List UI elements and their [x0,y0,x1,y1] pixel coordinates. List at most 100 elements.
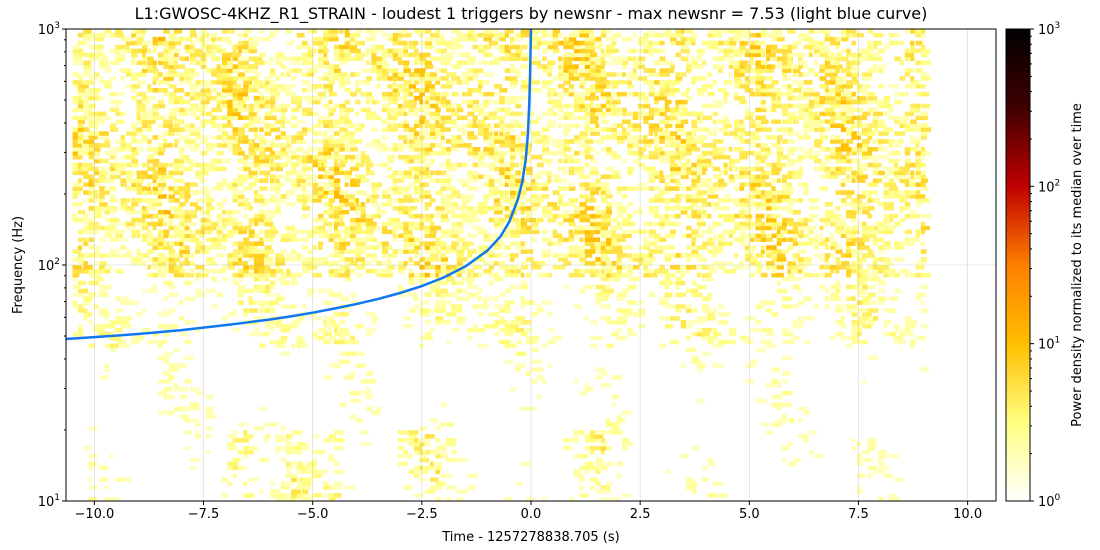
heat-cell [77,257,85,262]
heat-cell [536,115,542,121]
heat-cell [152,107,159,113]
heat-cell [718,237,726,242]
heat-cell [93,182,100,187]
heat-cell [83,162,94,168]
heat-cell [584,119,594,124]
heat-cell [872,241,879,246]
heat-cell [99,80,107,85]
heat-cell [846,91,854,97]
heat-cell [72,249,82,254]
heat-cell [776,95,781,101]
heat-cell [483,237,494,242]
heat-cell [253,327,260,333]
heat-cell [88,245,99,250]
heat-cell [333,253,343,258]
heat-cell [296,174,303,180]
heat-cell [542,253,551,258]
heat-cell [744,115,753,121]
heat-cell [216,182,227,187]
heat-cell [339,296,350,301]
heat-cell [798,107,806,113]
heat-cell [798,103,805,109]
heat-cell [510,158,515,164]
heat-cell [333,221,345,227]
heat-cell [403,261,408,266]
heat-cell [611,237,622,242]
heat-cell [616,213,624,219]
heat-cell [408,268,414,274]
heat-cell [483,127,490,132]
heat-cell [856,339,865,345]
heat-cell [216,123,221,128]
heat-cell [435,308,446,313]
heat-cell [499,131,504,136]
heat-cell [798,198,803,203]
heat-cell [184,217,192,223]
heat-cell [205,198,215,203]
heat-cell [157,410,169,416]
heat-cell [419,198,424,203]
heat-cell [72,268,82,274]
heat-cell [269,233,274,239]
heat-cell [339,107,349,113]
heat-cell [606,304,611,309]
heat-cell [675,213,681,219]
heat-cell [179,241,184,246]
heat-cell [344,331,352,337]
heat-cell [104,166,109,172]
heat-cell [365,91,373,97]
heat-cell [595,300,602,305]
heat-cell [221,276,229,282]
heat-cell [424,257,435,262]
heat-cell [333,166,340,172]
heat-cell [355,178,365,183]
heat-cell [408,237,418,242]
heat-cell [611,91,618,97]
heat-cell [920,154,926,160]
heat-cell [440,186,448,191]
heat-cell [109,343,119,349]
heat-cell [771,99,779,105]
heat-cell [157,202,163,207]
heat-cell [77,131,84,136]
heat-cell [520,280,528,286]
heat-cell [403,139,408,144]
heat-cell [456,265,465,270]
heat-cell [856,194,866,199]
heat-cell [349,198,358,203]
heat-cell [654,198,665,203]
heat-cell [483,150,494,156]
heat-cell [552,139,563,144]
heat-cell [510,99,519,105]
heat-cell [141,111,151,117]
heat-cell [280,327,291,333]
heat-cell [835,268,840,274]
heat-cell [622,111,627,117]
heat-cell [904,206,911,211]
heat-cell [782,355,793,360]
heat-cell [259,91,264,97]
heat-cell [216,158,222,164]
heat-cell [718,206,728,211]
heat-cell [686,150,692,156]
heat-cell [125,170,134,176]
heat-cell [232,308,237,313]
heat-cell [638,261,644,266]
heat-cell [72,284,81,290]
heat-cell [670,221,679,227]
heat-cell [803,410,810,416]
heat-cell [136,217,146,223]
heat-cell [446,186,455,191]
heat-cell [462,143,472,148]
heat-cell [424,213,432,219]
heat-cell [328,91,337,97]
heat-cell [248,84,259,89]
heat-cell [595,335,604,341]
heat-cell [269,150,275,156]
heat-cell [189,147,199,152]
heat-cell [728,229,737,235]
heat-cell [878,225,886,231]
heat-cell [878,469,886,475]
heat-cell [686,225,692,231]
heat-cell [878,300,885,305]
